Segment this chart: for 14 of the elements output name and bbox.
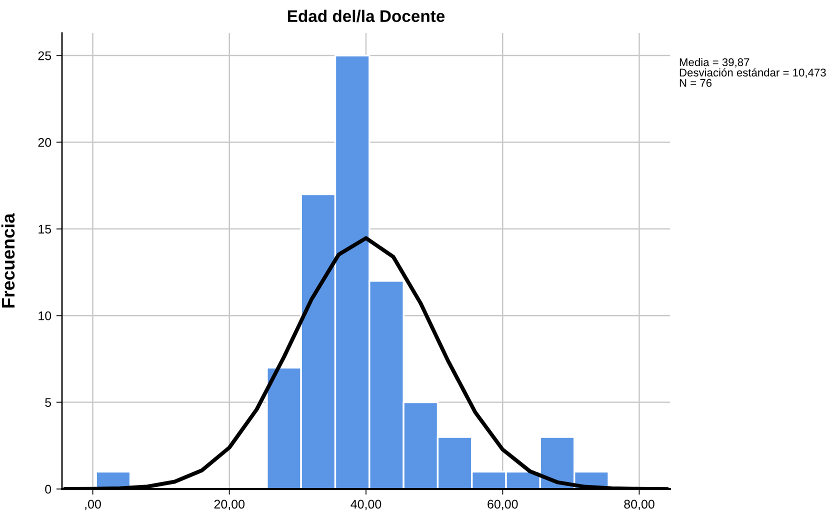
chart-title: Edad del/la Docente (288, 10, 445, 22)
text: Media = 39,87 Desviación estándar = 10,473 N = 76 (680, 58, 826, 87)
y-tick-label: 25 (38, 51, 52, 60)
x-tick-label: 20,00 (214, 500, 245, 510)
x-tick-label: 60,00 (488, 500, 518, 510)
y-tick-label: 20 (38, 138, 52, 147)
x-tick-label: 40,00 (350, 500, 382, 510)
y-tick-label: 15 (38, 224, 52, 234)
x-tick-label: 80,00 (624, 500, 654, 510)
x-tick-label: ,00 (85, 500, 101, 510)
y-axis-title: Frecuencia (1, 213, 15, 308)
y-tick-label: 0 (45, 484, 52, 494)
y-tick-label: 5 (45, 398, 52, 407)
y-tick-label: 10 (38, 311, 52, 320)
